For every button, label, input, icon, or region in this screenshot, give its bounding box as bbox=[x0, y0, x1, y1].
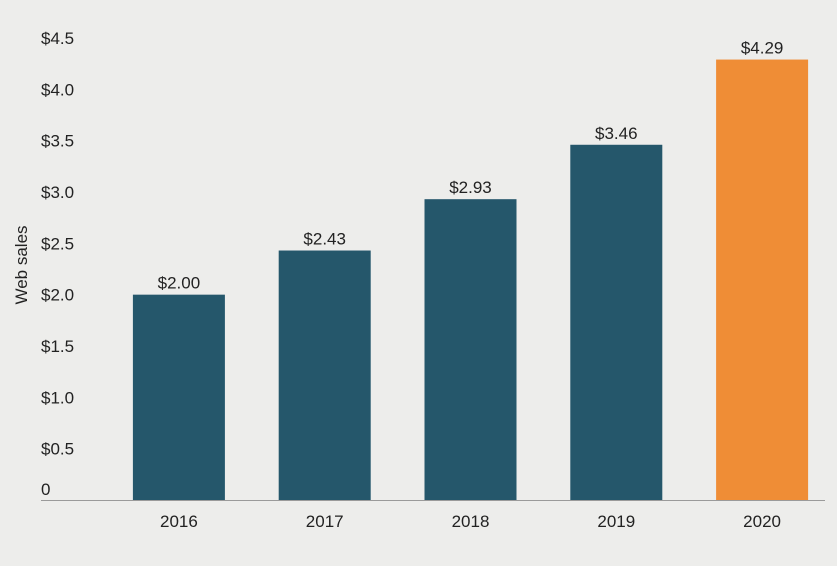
data-label-2017: $2.43 bbox=[303, 230, 346, 249]
y-tick-label: 0 bbox=[41, 480, 50, 499]
data-label-2018: $2.93 bbox=[449, 178, 492, 197]
x-axis-ticks: 2016 2017 2018 2019 2020 bbox=[160, 512, 781, 531]
bar-2018 bbox=[424, 199, 517, 501]
data-label-2016: $2.00 bbox=[158, 274, 201, 293]
x-tick-label-2016: 2016 bbox=[160, 512, 198, 531]
data-label-2020: $4.29 bbox=[741, 39, 784, 58]
y-tick-label: $2.5 bbox=[41, 234, 74, 253]
data-label-2019: $3.46 bbox=[595, 124, 638, 143]
y-tick-label: $2.0 bbox=[41, 286, 74, 305]
bar-2020 bbox=[716, 59, 809, 501]
y-tick-label: $4.0 bbox=[41, 80, 74, 99]
y-tick-label: $1.5 bbox=[41, 337, 74, 356]
y-axis-title: Web sales bbox=[12, 225, 31, 304]
x-tick-label-2017: 2017 bbox=[306, 512, 344, 531]
y-tick-label: $0.5 bbox=[41, 440, 74, 459]
x-tick-label-2020: 2020 bbox=[743, 512, 781, 531]
y-tick-label: $3.5 bbox=[41, 132, 74, 151]
y-tick-label: $1.0 bbox=[41, 388, 74, 407]
y-tick-label: $3.0 bbox=[41, 183, 74, 202]
y-tick-label: $4.5 bbox=[41, 29, 74, 48]
x-tick-label-2019: 2019 bbox=[597, 512, 635, 531]
bar-2017 bbox=[278, 250, 371, 500]
bar-2016 bbox=[132, 294, 225, 500]
data-labels: $2.00 $2.43 $2.93 $3.46 $4.29 bbox=[158, 39, 784, 293]
y-axis-ticks: 0 $0.5 $1.0 $1.5 $2.0 $2.5 $3.0 $3.5 $4.0 $4.5 bbox=[41, 29, 74, 499]
bar-2019 bbox=[570, 144, 663, 501]
bars bbox=[132, 59, 809, 501]
x-tick-label-2018: 2018 bbox=[452, 512, 490, 531]
